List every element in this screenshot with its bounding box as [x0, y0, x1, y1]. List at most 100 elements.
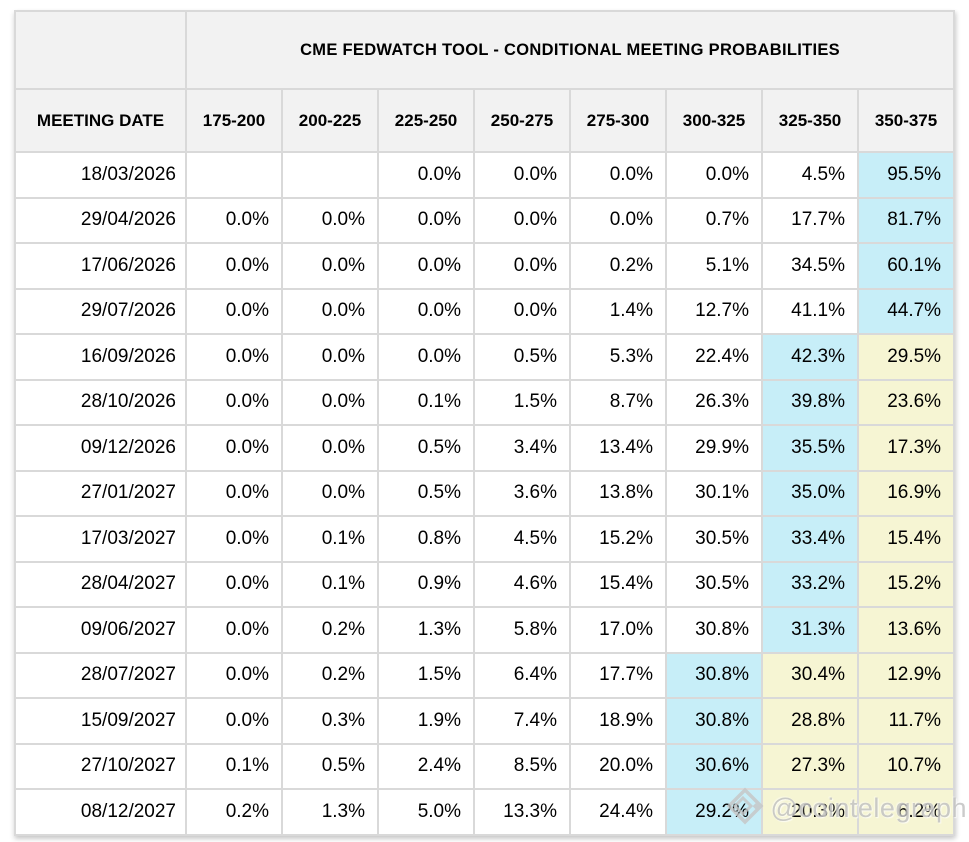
probability-cell: 0.0%	[281, 287, 379, 335]
probability-cell: 10.7%	[856, 742, 956, 790]
probability-cell: 13.8%	[569, 469, 667, 517]
meeting-date-cell: 17/03/2027	[14, 515, 187, 563]
probability-cell: 16.9%	[856, 469, 956, 517]
probability-cell: 24.4%	[569, 788, 667, 836]
probability-cell: 31.3%	[761, 606, 859, 654]
table-row: 09/12/2026 0.0% 0.0% 0.5% 3.4% 13.4% 29.9% 35.5…	[14, 424, 956, 472]
probability-cell: 13.3%	[473, 788, 571, 836]
meeting-date-cell: 28/04/2027	[14, 560, 187, 608]
probability-cell: 1.5%	[377, 651, 475, 699]
title-row: CME FEDWATCH TOOL - CONDITIONAL MEETING …	[14, 10, 956, 90]
probability-cell: 1.5%	[473, 378, 571, 426]
probability-cell: 0.0%	[569, 151, 667, 199]
probability-cell: 15.4%	[569, 560, 667, 608]
probability-cell: 0.2%	[281, 606, 379, 654]
meeting-date-cell: 09/12/2026	[14, 424, 187, 472]
probability-cell: 0.0%	[377, 196, 475, 244]
probability-cell: 4.5%	[761, 151, 859, 199]
probability-cell: 29.9%	[665, 424, 763, 472]
probability-cell: 30.6%	[665, 742, 763, 790]
probability-cell: 0.5%	[377, 424, 475, 472]
meeting-date-cell: 27/10/2027	[14, 742, 187, 790]
meeting-date-cell: 28/07/2027	[14, 651, 187, 699]
table-row: 08/12/2027 0.2% 1.3% 5.0% 13.3% 24.4% 29.2% 20.…	[14, 788, 956, 836]
table-title: CME FEDWATCH TOOL - CONDITIONAL MEETING …	[184, 10, 956, 90]
probability-cell: 15.2%	[569, 515, 667, 563]
probability-cell: 3.4%	[473, 424, 571, 472]
probability-cell: 12.9%	[856, 651, 956, 699]
probability-cell: 1.3%	[281, 788, 379, 836]
probability-cell: 30.5%	[665, 515, 763, 563]
probability-cell: 35.5%	[761, 424, 859, 472]
probability-cell: 0.0%	[281, 424, 379, 472]
probability-cell: 5.3%	[569, 333, 667, 381]
probability-cell: 33.4%	[761, 515, 859, 563]
probability-cell: 0.0%	[473, 242, 571, 290]
probability-cell: 29.2%	[665, 788, 763, 836]
probability-cell: 17.7%	[761, 196, 859, 244]
probability-cell: 0.0%	[185, 333, 283, 381]
probability-cell: 30.8%	[665, 606, 763, 654]
rate-column-header: 225-250	[377, 88, 475, 153]
probability-cell: 0.0%	[185, 515, 283, 563]
probability-cell: 0.0%	[569, 196, 667, 244]
probability-cell: 0.0%	[377, 287, 475, 335]
probability-cell: 60.1%	[856, 242, 956, 290]
probability-cell: 0.0%	[281, 378, 379, 426]
probability-cell: 33.2%	[761, 560, 859, 608]
meeting-date-cell: 15/09/2027	[14, 697, 187, 745]
table-row: 16/09/2026 0.0% 0.0% 0.0% 0.5% 5.3% 22.4% 42.3%…	[14, 333, 956, 381]
table-row: 27/10/2027 0.1% 0.5% 2.4% 8.5% 20.0% 30.6% 27.3…	[14, 742, 956, 790]
probability-cell: 0.0%	[281, 469, 379, 517]
probability-cell: 41.1%	[761, 287, 859, 335]
probability-cell: 0.0%	[281, 242, 379, 290]
meeting-date-cell: 16/09/2026	[14, 333, 187, 381]
rate-columns-row: MEETING DATE 175-200 200-225 225-250 250-27…	[14, 88, 956, 153]
probability-cell: 30.1%	[665, 469, 763, 517]
probability-cell: 30.8%	[665, 697, 763, 745]
probability-cell: 30.4%	[761, 651, 859, 699]
probability-cell: 1.9%	[377, 697, 475, 745]
probability-cell: 0.0%	[185, 196, 283, 244]
table-row: 29/07/2026 0.0% 0.0% 0.0% 0.0% 1.4% 12.7% 41.1%…	[14, 287, 956, 335]
meeting-date-cell: 08/12/2027	[14, 788, 187, 836]
probability-cell: 3.6%	[473, 469, 571, 517]
probability-cell: 6.4%	[473, 651, 571, 699]
probability-cell: 0.5%	[377, 469, 475, 517]
meeting-date-header: MEETING DATE	[14, 88, 187, 153]
probability-cell: 0.0%	[185, 242, 283, 290]
probability-cell: 0.0%	[473, 196, 571, 244]
probability-cell: 0.0%	[185, 606, 283, 654]
probability-cell: 0.9%	[377, 560, 475, 608]
probability-cell: 12.7%	[665, 287, 763, 335]
table-row: 28/07/2027 0.0% 0.2% 1.5% 6.4% 17.7% 30.8% 30.4…	[14, 651, 956, 699]
probability-cell: 0.0%	[185, 697, 283, 745]
meeting-date-cell: 27/01/2027	[14, 469, 187, 517]
probability-cell: 0.0%	[185, 651, 283, 699]
probability-cell: 0.0%	[377, 333, 475, 381]
meeting-date-cell: 17/06/2026	[14, 242, 187, 290]
probability-cell: 22.4%	[665, 333, 763, 381]
probability-cell: 0.1%	[281, 515, 379, 563]
probability-cell: 0.5%	[473, 333, 571, 381]
corner-cell	[14, 10, 187, 90]
meeting-date-cell: 09/06/2027	[14, 606, 187, 654]
probability-cell: 23.6%	[856, 378, 956, 426]
probability-cell: 0.0%	[281, 196, 379, 244]
probability-cell: 0.0%	[473, 287, 571, 335]
probability-cell: 6.2%	[856, 788, 956, 836]
rate-column-header: 200-225	[281, 88, 379, 153]
table-row: 18/03/2026 0.0% 0.0% 0.0% 0.0% 4.5% 95.5%	[14, 151, 956, 199]
probability-cell: 0.0%	[281, 333, 379, 381]
probability-cell: 0.1%	[185, 742, 283, 790]
table-row: 17/06/2026 0.0% 0.0% 0.0% 0.0% 0.2% 5.1% 34.5% 6…	[14, 242, 956, 290]
probability-cell: 34.5%	[761, 242, 859, 290]
probability-cell: 0.0%	[185, 560, 283, 608]
probability-cell: 0.0%	[185, 424, 283, 472]
table-body: 18/03/2026 0.0% 0.0% 0.0% 0.0% 4.5% 95.5% 29/04…	[14, 151, 956, 836]
table-row: 28/04/2027 0.0% 0.1% 0.9% 4.6% 15.4% 30.5% 33.2…	[14, 560, 956, 608]
probability-cell: 0.7%	[665, 196, 763, 244]
probability-cell: 1.3%	[377, 606, 475, 654]
probability-cell: 2.4%	[377, 742, 475, 790]
